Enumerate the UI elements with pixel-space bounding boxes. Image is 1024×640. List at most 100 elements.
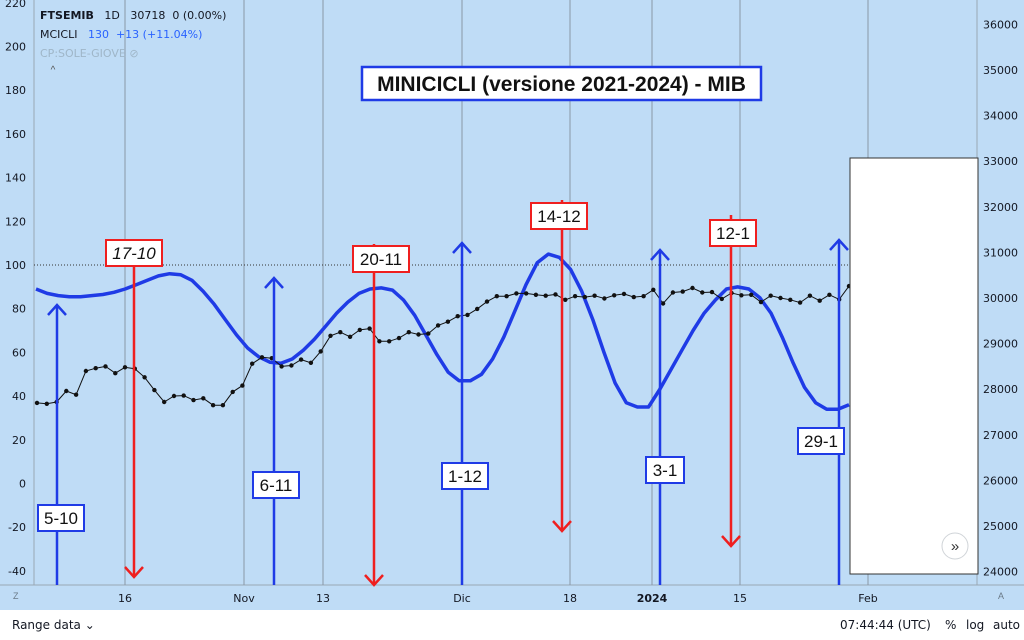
ftsemib-point — [259, 355, 265, 360]
symbol-change: 0 (0.00%) — [172, 9, 227, 22]
y-right-tick-label: 32000 — [983, 201, 1018, 214]
ftsemib-point — [152, 387, 157, 393]
ftsemib-point — [318, 349, 323, 354]
ftsemib-point — [396, 335, 402, 341]
ftsemib-point — [494, 294, 499, 299]
ftsemib-point — [778, 295, 783, 301]
y-right-tick-label: 34000 — [983, 110, 1018, 123]
legend-row-cp[interactable]: CP:SOLE-GIOVE ⊘ — [40, 44, 226, 63]
y-left-tick-label: 220 — [5, 0, 26, 10]
ftsemib-point — [426, 331, 431, 336]
legend-collapse-button[interactable]: ^ — [50, 65, 56, 76]
ftsemib-point — [582, 294, 588, 300]
symbol-name: FTSEMIB — [40, 9, 94, 22]
ftsemib-point — [660, 301, 666, 306]
auto-toggle[interactable]: auto — [993, 618, 1021, 632]
tick-labels: 16 Nov 13 Dic 18 2024 15 Feb2202001801601401201… — [5, 0, 1018, 605]
marker-label: 1-12 — [448, 467, 482, 486]
legend-row-symbol[interactable]: FTSEMIB 1D 30718 0 (0.00%) — [40, 6, 226, 25]
ftsemib-point — [64, 388, 69, 394]
y-left-tick-label: 120 — [5, 215, 26, 228]
arrow-up-icon — [829, 238, 849, 251]
ftsemib-point — [308, 360, 314, 365]
symbol-last: 30718 — [130, 9, 166, 22]
marker-label: 6-11 — [260, 476, 293, 495]
clock-display[interactable]: 07:44:44 (UTC) — [840, 618, 931, 632]
arrow-up-icon — [264, 276, 284, 289]
ftsemib-point — [563, 297, 568, 302]
marker-label: 5-10 — [44, 509, 78, 528]
ftsemib-point — [113, 371, 118, 376]
chart[interactable]: 16 Nov 13 Dic 18 2024 15 Feb2202001801601401201… — [0, 0, 1024, 610]
ftsemib-point — [328, 333, 333, 338]
x-tick-label: 15 — [733, 592, 747, 605]
double-chevron-right-icon: » — [951, 538, 959, 555]
y-left-tick-label: -20 — [8, 521, 26, 534]
ftsemib-point — [103, 364, 108, 369]
ftsemib-point — [230, 389, 235, 395]
legend: FTSEMIB 1D 30718 0 (0.00%) MCICLI 130 +1… — [40, 6, 226, 63]
log-toggle[interactable]: log — [966, 618, 985, 632]
marker-label-box — [352, 245, 410, 273]
marker-label: 20-11 — [360, 250, 402, 269]
ftsemib-point — [827, 292, 832, 297]
arrow-up-icon — [650, 248, 670, 261]
arrow-down-icon — [552, 520, 572, 533]
x-tick-label: Dic — [453, 592, 471, 605]
series-mcicli-line — [35, 252, 850, 411]
ftsemib-point — [788, 297, 793, 302]
y-right-tick-label: 31000 — [983, 246, 1018, 259]
marker-label-box — [252, 471, 300, 499]
ftsemib-point — [171, 393, 177, 399]
corner-left-label[interactable]: Z — [13, 591, 19, 601]
chevron-down-icon: ⌄ — [84, 618, 95, 632]
nav-button[interactable]: » — [941, 532, 969, 560]
cycle-marker-14-12: 14-12 — [530, 200, 588, 533]
y-left-tick-label: 200 — [5, 41, 26, 54]
ftsemib-point — [142, 375, 147, 380]
ftsemib-point — [240, 383, 245, 388]
y-left-tick-label: 80 — [12, 303, 26, 316]
y-right-tick-label: 24000 — [983, 566, 1018, 579]
marker-label-box — [37, 504, 85, 532]
ftsemib-point — [533, 292, 539, 297]
arrow-down-icon — [364, 574, 384, 587]
ftsemib-point — [651, 287, 656, 292]
ftsemib-point — [797, 300, 803, 305]
marker-label-box — [530, 202, 588, 230]
percent-toggle[interactable]: % — [945, 618, 957, 632]
legend-row-indicator[interactable]: MCICLI 130 +13 (+11.04%) — [40, 25, 226, 44]
range-data-label: Range data — [12, 618, 81, 632]
eye-crossed-icon[interactable]: ⊘ — [129, 47, 139, 60]
ftsemib-point — [347, 334, 353, 339]
ftsemib-point — [504, 294, 509, 299]
ftsemib-point — [220, 403, 226, 408]
y-left-tick-label: 140 — [5, 172, 26, 185]
y-right-tick-label: 25000 — [983, 520, 1018, 533]
arrow-down-icon — [721, 535, 741, 548]
ftsemib-point — [445, 319, 451, 324]
y-right-tick-label: 26000 — [983, 474, 1018, 487]
ftsemib-point — [210, 403, 216, 408]
series-layer — [34, 252, 852, 411]
ftsemib-point — [34, 400, 40, 406]
marker-label-box — [797, 427, 845, 455]
ftsemib-point — [44, 401, 49, 406]
y-right-tick-label: 35000 — [983, 64, 1018, 77]
x-tick-label: Feb — [858, 592, 877, 605]
ftsemib-point — [592, 293, 597, 298]
ftsemib-point — [641, 294, 646, 299]
corner-right-label[interactable]: A — [998, 591, 1005, 601]
ftsemib-point — [484, 299, 490, 304]
marker-label-box — [709, 219, 757, 247]
ftsemib-point — [367, 326, 372, 331]
ftsemib-point — [338, 330, 343, 335]
y-left-tick-label: 40 — [12, 390, 26, 403]
chart-title: MINICICLI (versione 2021-2024) - MIB — [377, 73, 746, 96]
cp-label: CP:SOLE-GIOVE — [40, 47, 126, 60]
cycle-marker-5-10: 5-10 — [37, 303, 85, 585]
range-data-button[interactable]: Range data ⌄ — [12, 618, 95, 632]
y-left-tick-label: 60 — [12, 346, 26, 359]
ftsemib-point — [621, 291, 627, 297]
marker-label: 12-1 — [716, 224, 750, 243]
